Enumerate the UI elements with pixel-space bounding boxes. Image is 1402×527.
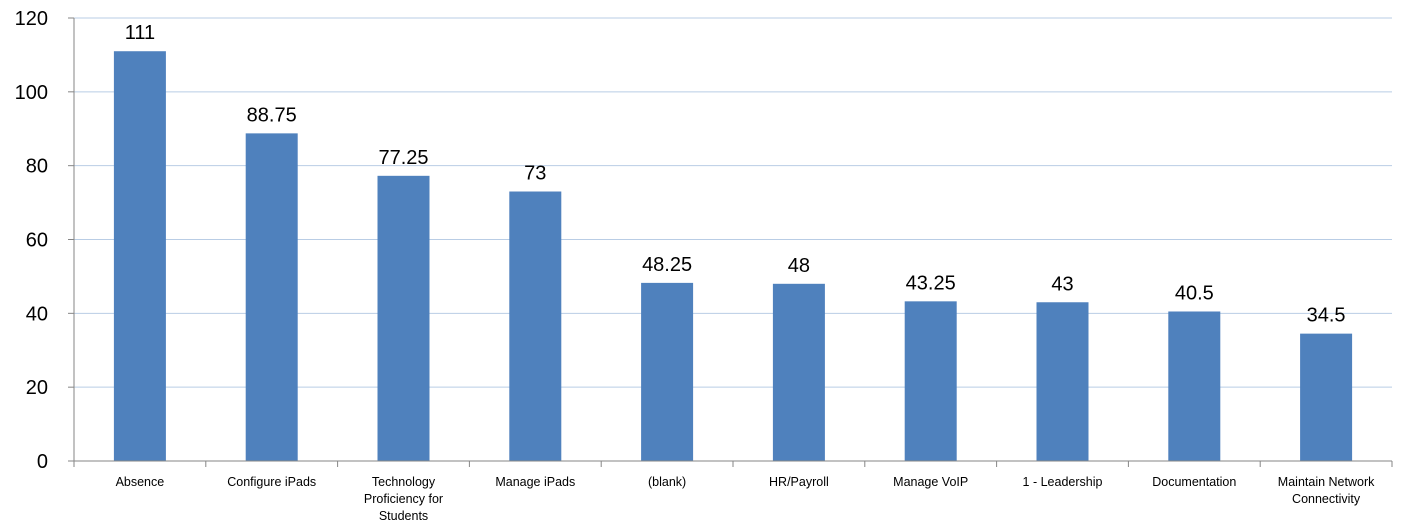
x-axis-ticks: Absence Configure iPads Technology Proficie… (116, 475, 1376, 523)
x-tick-label-line: Proficiency for (364, 492, 443, 506)
y-tick-label: 60 (26, 230, 48, 252)
x-tick-label: Configure iPads (227, 475, 316, 489)
x-tick-label-line: Connectivity (1292, 492, 1361, 506)
x-tick-label-line: (blank) (648, 475, 686, 489)
x-tick-label: HR/Payroll (769, 475, 829, 489)
y-tick-label: 20 (26, 377, 48, 399)
y-tick-label: 120 (15, 8, 48, 30)
data-label: 43.25 (906, 272, 956, 294)
x-tick-label-line: Manage iPads (495, 475, 575, 489)
data-label: 111 (125, 22, 155, 44)
x-tick-label: 1 - Leadership (1023, 475, 1103, 489)
data-label: 88.75 (247, 104, 297, 126)
x-tick-label-line: HR/Payroll (769, 475, 829, 489)
bar (641, 282, 694, 461)
data-label: 48 (788, 255, 810, 277)
data-label: 77.25 (378, 147, 428, 169)
x-tick-label-line: Maintain Network (1278, 475, 1375, 489)
bar (1300, 333, 1353, 461)
x-tick-label: (blank) (648, 475, 686, 489)
bar (904, 301, 957, 461)
bar (1036, 302, 1089, 461)
data-label: 48.25 (642, 254, 692, 276)
x-tick-label: Absence (116, 475, 165, 489)
bar (772, 283, 825, 461)
x-tick-label-line: Configure iPads (227, 475, 316, 489)
bar (113, 51, 166, 461)
x-tick-label-line: Absence (116, 475, 165, 489)
data-label: 40.5 (1175, 282, 1214, 304)
x-tick-label: Maintain Network Connectivity (1278, 475, 1375, 506)
x-tick-label-line: 1 - Leadership (1023, 475, 1103, 489)
y-tick-label: 100 (15, 82, 48, 104)
data-label: 43 (1051, 273, 1073, 295)
x-tick-label: Manage iPads (495, 475, 575, 489)
x-tick-label-line: Manage VoIP (893, 475, 968, 489)
x-tick-label-line: Documentation (1152, 475, 1236, 489)
bars (113, 51, 1353, 462)
y-axis-ticks: 0 20 40 60 80 100 120 (15, 8, 48, 473)
bar (245, 133, 298, 462)
x-tick-label: Documentation (1152, 475, 1236, 489)
data-labels: 111 88.75 77.25 73 48.25 48 43.25 43 40.5 34.5 (125, 22, 1346, 326)
bar (377, 175, 430, 461)
bar (509, 191, 562, 461)
x-tick-label-line: Students (379, 509, 428, 523)
y-tick-label: 0 (37, 451, 48, 473)
data-label: 34.5 (1307, 305, 1346, 327)
data-label: 73 (524, 163, 546, 185)
y-tick-label: 40 (26, 303, 48, 325)
bar (1168, 311, 1221, 461)
x-tick-label: Manage VoIP (893, 475, 968, 489)
axes (68, 17, 1393, 467)
x-tick-label-line: Technology (372, 475, 436, 489)
x-tick-label: Technology Proficiency for Students (364, 475, 443, 523)
y-tick-label: 80 (26, 156, 48, 178)
